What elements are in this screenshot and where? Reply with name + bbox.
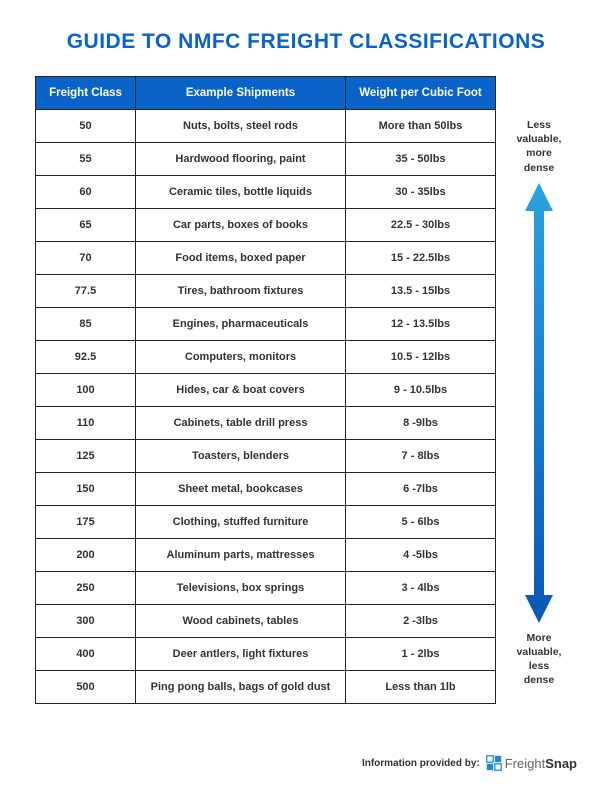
table-cell: 2 -3lbs <box>346 605 496 638</box>
table-cell: Car parts, boxes of books <box>136 209 346 242</box>
table-row: 250Televisions, box springs3 - 4lbs <box>36 572 496 605</box>
table-cell: 55 <box>36 143 136 176</box>
table-cell: 3 - 4lbs <box>346 572 496 605</box>
table-cell: 22.5 - 30lbs <box>346 209 496 242</box>
top-density-label: Less valuable, more dense <box>517 118 562 175</box>
col-freight-class: Freight Class <box>36 77 136 110</box>
table-cell: 100 <box>36 374 136 407</box>
table-cell: Cabinets, table drill press <box>136 407 346 440</box>
table-cell: 400 <box>36 638 136 671</box>
double-arrow-icon <box>525 183 553 623</box>
table-cell: Aluminum parts, mattresses <box>136 539 346 572</box>
table-cell: 30 - 35lbs <box>346 176 496 209</box>
table-row: 50Nuts, bolts, steel rodsMore than 50lbs <box>36 110 496 143</box>
table-cell: 200 <box>36 539 136 572</box>
table-row: 85Engines, pharmaceuticals12 - 13.5lbs <box>36 308 496 341</box>
table-row: 70Food items, boxed paper15 - 22.5lbs <box>36 242 496 275</box>
arrow-container <box>525 175 553 631</box>
table-cell: 8 -9lbs <box>346 407 496 440</box>
table-cell: 10.5 - 12lbs <box>346 341 496 374</box>
table-row: 150Sheet metal, bookcases6 -7lbs <box>36 473 496 506</box>
brand-logo-icon <box>486 755 502 771</box>
table-cell: 150 <box>36 473 136 506</box>
table-row: 300Wood cabinets, tables2 -3lbs <box>36 605 496 638</box>
density-scale-panel: Less valuable, more dense More valuable,… <box>508 76 570 729</box>
table-row: 65Car parts, boxes of books22.5 - 30lbs <box>36 209 496 242</box>
table-header-row: Freight Class Example Shipments Weight p… <box>36 77 496 110</box>
table-cell: Hides, car & boat covers <box>136 374 346 407</box>
table-cell: Ceramic tiles, bottle liquids <box>136 176 346 209</box>
table-cell: Nuts, bolts, steel rods <box>136 110 346 143</box>
table-row: 60Ceramic tiles, bottle liquids30 - 35lb… <box>36 176 496 209</box>
table-cell: Ping pong balls, bags of gold dust <box>136 671 346 704</box>
table-row: 400Deer antlers, light fixtures1 - 2lbs <box>36 638 496 671</box>
table-row: 77.5Tires, bathroom fixtures13.5 - 15lbs <box>36 275 496 308</box>
table-cell: More than 50lbs <box>346 110 496 143</box>
table-row: 200Aluminum parts, mattresses4 -5lbs <box>36 539 496 572</box>
table-cell: 250 <box>36 572 136 605</box>
table-row: 55Hardwood flooring, paint35 - 50lbs <box>36 143 496 176</box>
table-cell: 9 - 10.5lbs <box>346 374 496 407</box>
table-cell: Televisions, box springs <box>136 572 346 605</box>
bottom-density-label: More valuable, less dense <box>517 631 562 688</box>
table-cell: 77.5 <box>36 275 136 308</box>
freight-table: Freight Class Example Shipments Weight p… <box>35 76 496 704</box>
table-cell: Toasters, blenders <box>136 440 346 473</box>
table-cell: Computers, monitors <box>136 341 346 374</box>
table-cell: 300 <box>36 605 136 638</box>
col-example: Example Shipments <box>136 77 346 110</box>
table-cell: 125 <box>36 440 136 473</box>
table-row: 110Cabinets, table drill press8 -9lbs <box>36 407 496 440</box>
table-cell: 1 - 2lbs <box>346 638 496 671</box>
table-cell: 500 <box>36 671 136 704</box>
page-title: GUIDE TO NMFC FREIGHT CLASSIFICATIONS <box>35 30 577 54</box>
table-cell: Engines, pharmaceuticals <box>136 308 346 341</box>
table-row: 175Clothing, stuffed furniture5 - 6lbs <box>36 506 496 539</box>
table-cell: Wood cabinets, tables <box>136 605 346 638</box>
table-cell: Sheet metal, bookcases <box>136 473 346 506</box>
table-cell: 5 - 6lbs <box>346 506 496 539</box>
brand-logo: FreightSnap <box>486 755 577 771</box>
table-row: 500Ping pong balls, bags of gold dustLes… <box>36 671 496 704</box>
table-cell: 13.5 - 15lbs <box>346 275 496 308</box>
table-cell: Hardwood flooring, paint <box>136 143 346 176</box>
footer-prefix: Information provided by: <box>362 758 480 769</box>
table-cell: 60 <box>36 176 136 209</box>
table-cell: Food items, boxed paper <box>136 242 346 275</box>
table-cell: Less than 1lb <box>346 671 496 704</box>
table-cell: 110 <box>36 407 136 440</box>
table-row: 100Hides, car & boat covers9 - 10.5lbs <box>36 374 496 407</box>
table-cell: 92.5 <box>36 341 136 374</box>
table-cell: 65 <box>36 209 136 242</box>
table-cell: 12 - 13.5lbs <box>346 308 496 341</box>
table-cell: Tires, bathroom fixtures <box>136 275 346 308</box>
table-body: 50Nuts, bolts, steel rodsMore than 50lbs… <box>36 110 496 704</box>
table-cell: 4 -5lbs <box>346 539 496 572</box>
table-cell: 15 - 22.5lbs <box>346 242 496 275</box>
table-cell: 7 - 8lbs <box>346 440 496 473</box>
table-cell: 70 <box>36 242 136 275</box>
table-cell: 6 -7lbs <box>346 473 496 506</box>
table-row: 92.5Computers, monitors10.5 - 12lbs <box>36 341 496 374</box>
table-cell: 35 - 50lbs <box>346 143 496 176</box>
content-row: Freight Class Example Shipments Weight p… <box>35 76 577 729</box>
table-cell: 85 <box>36 308 136 341</box>
footer: Information provided by: FreightSnap <box>362 755 577 771</box>
table-wrap: Freight Class Example Shipments Weight p… <box>35 76 496 729</box>
table-row: 125Toasters, blenders7 - 8lbs <box>36 440 496 473</box>
table-cell: 50 <box>36 110 136 143</box>
table-cell: Clothing, stuffed furniture <box>136 506 346 539</box>
table-cell: 175 <box>36 506 136 539</box>
table-cell: Deer antlers, light fixtures <box>136 638 346 671</box>
col-weight: Weight per Cubic Foot <box>346 77 496 110</box>
brand-logo-text: FreightSnap <box>505 756 577 771</box>
